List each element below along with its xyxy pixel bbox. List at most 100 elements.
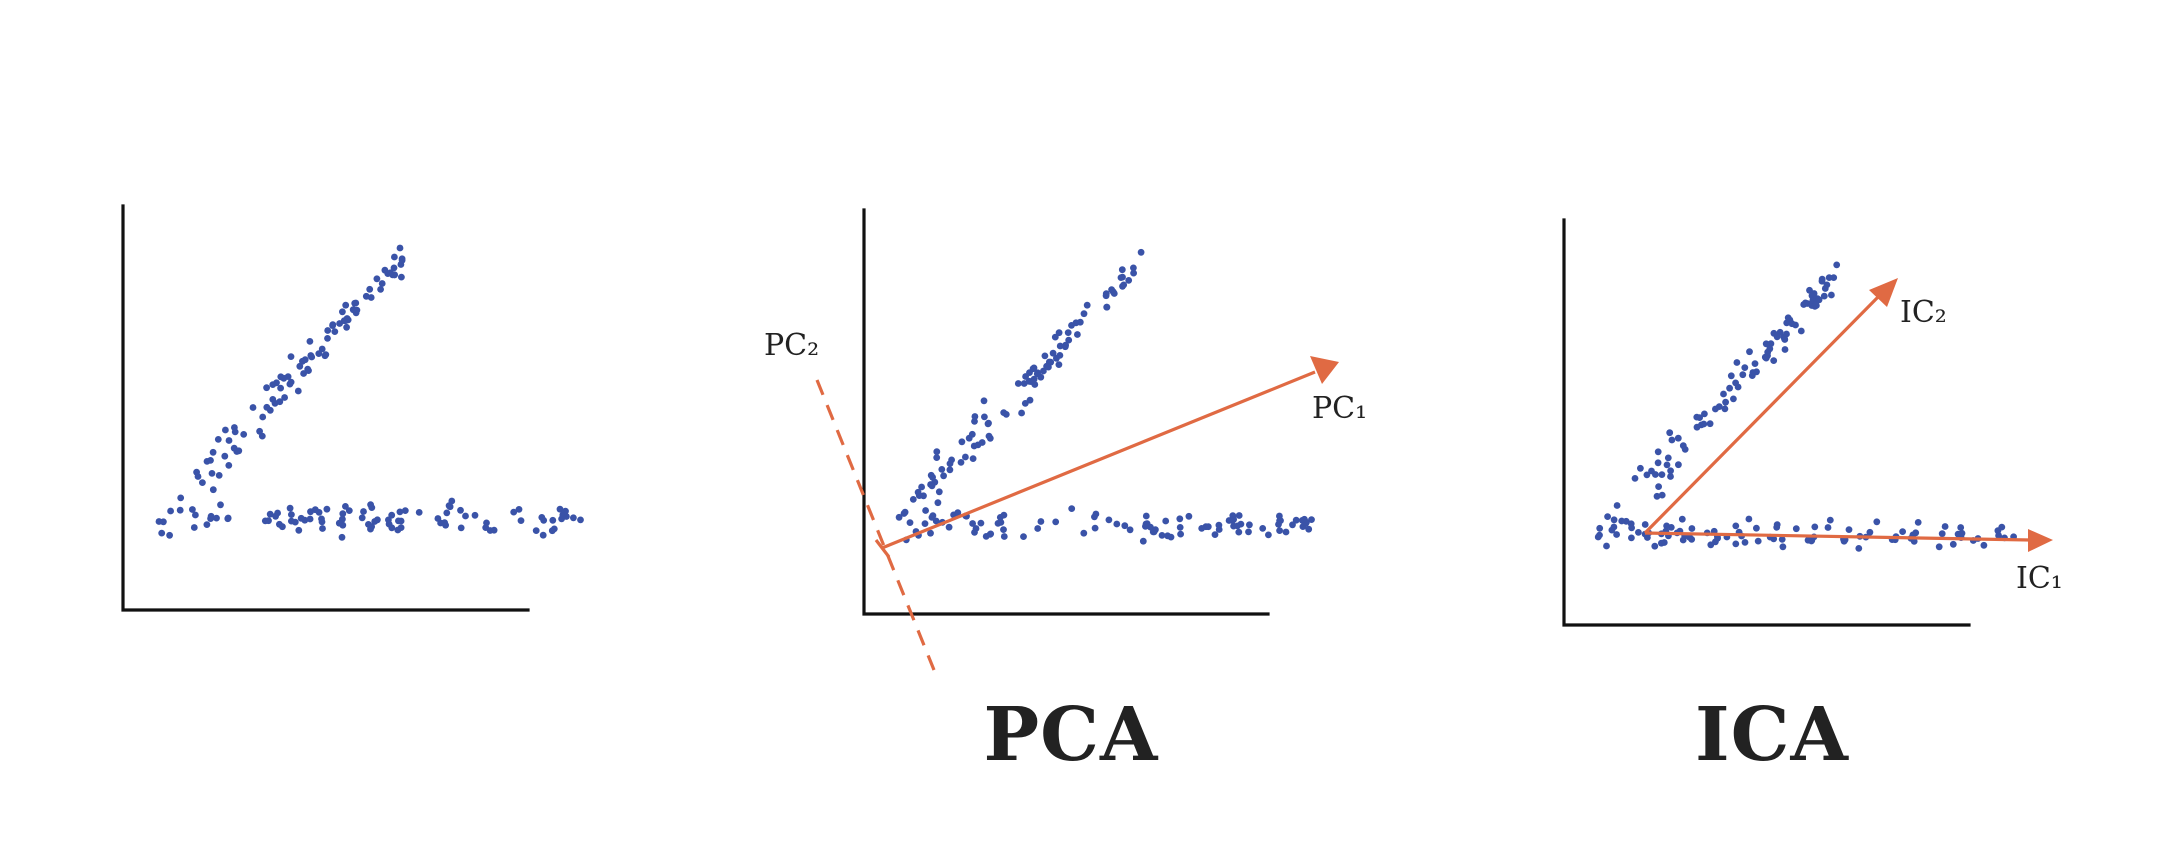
scatter-point-20 bbox=[1767, 340, 1775, 348]
scatter-point-130 bbox=[217, 501, 224, 509]
pc2-dashed-axis bbox=[815, 379, 936, 671]
scatter-point-184 bbox=[1185, 512, 1193, 520]
scatter-point-73 bbox=[1643, 471, 1651, 479]
scatter-point-45 bbox=[1681, 446, 1689, 453]
scatter-point-126 bbox=[155, 518, 163, 525]
scatter-point-115 bbox=[1688, 536, 1696, 543]
ica-scatter-points bbox=[1594, 261, 2017, 552]
pc1-label: PC₁ bbox=[1312, 391, 1367, 426]
scatter-point-69 bbox=[366, 285, 374, 293]
scatter-point-121 bbox=[1741, 539, 1749, 546]
scatter-point-15 bbox=[1667, 467, 1674, 475]
scatter-point-39 bbox=[1675, 461, 1682, 469]
scatter-point-141 bbox=[977, 519, 985, 527]
scatter-point-25 bbox=[909, 496, 917, 503]
raw-axes bbox=[121, 204, 530, 612]
scatter-point-185 bbox=[548, 527, 556, 535]
scatter-point-17 bbox=[249, 404, 257, 411]
scatter-point-84 bbox=[1701, 410, 1708, 418]
scatter-point-180 bbox=[1235, 528, 1243, 536]
scatter-point-15 bbox=[1055, 329, 1063, 337]
scatter-point-120 bbox=[1663, 522, 1670, 530]
scatter-point-150 bbox=[1824, 524, 1832, 531]
scatter-point-72 bbox=[1818, 275, 1826, 283]
scatter-point-84 bbox=[1125, 277, 1133, 284]
scatter-point-12 bbox=[259, 413, 267, 421]
scatter-point-114 bbox=[1080, 529, 1088, 537]
ica-panel: IC₂ IC₁ ICA bbox=[1562, 218, 2063, 778]
scatter-point-26 bbox=[1746, 348, 1753, 356]
scatter-point-58 bbox=[933, 448, 941, 456]
scatter-point-60 bbox=[263, 403, 271, 411]
scatter-point-68 bbox=[1018, 409, 1025, 417]
scatter-point-33 bbox=[946, 460, 954, 467]
scatter-point-87 bbox=[1000, 409, 1008, 416]
scatter-point-181 bbox=[1957, 524, 1965, 531]
scatter-point-44 bbox=[373, 275, 381, 283]
pc1-vector bbox=[881, 370, 1316, 550]
scatter-point-112 bbox=[203, 521, 211, 528]
scatter-point-189 bbox=[1198, 525, 1206, 532]
scatter-point-1 bbox=[339, 308, 346, 316]
scatter-point-82 bbox=[378, 280, 386, 287]
scatter-point-82 bbox=[1783, 330, 1790, 338]
scatter-point-69 bbox=[1072, 319, 1080, 327]
scatter-point-92 bbox=[221, 452, 229, 460]
raw-scatter-points bbox=[155, 244, 584, 541]
scatter-point-87 bbox=[208, 470, 216, 477]
scatter-point-150 bbox=[570, 514, 577, 522]
scatter-point-143 bbox=[1732, 540, 1740, 548]
scatter-point-171 bbox=[1149, 528, 1157, 536]
ica-axes bbox=[1562, 218, 1971, 627]
scatter-point-55 bbox=[1788, 320, 1796, 328]
scatter-point-157 bbox=[1245, 528, 1252, 536]
scatter-point-176 bbox=[921, 520, 929, 527]
scatter-point-51 bbox=[189, 506, 196, 513]
scatter-point-37 bbox=[1061, 343, 1069, 351]
scatter-point-149 bbox=[929, 512, 937, 520]
scatter-point-2 bbox=[1726, 384, 1733, 392]
scatter-point-174 bbox=[1000, 511, 1008, 519]
scatter-point-34 bbox=[269, 396, 277, 403]
scatter-point-175 bbox=[1126, 526, 1134, 534]
scatter-point-107 bbox=[1052, 518, 1060, 526]
scatter-point-44 bbox=[1762, 340, 1770, 348]
ic1-label: IC₁ bbox=[2016, 561, 2063, 596]
scatter-point-9 bbox=[1658, 471, 1666, 478]
scatter-point-79 bbox=[398, 273, 405, 281]
scatter-point-166 bbox=[365, 521, 372, 528]
scatter-point-116 bbox=[927, 529, 934, 537]
scatter-point-37 bbox=[286, 380, 294, 388]
scatter-point-96 bbox=[532, 527, 540, 534]
scatter-point-46 bbox=[329, 322, 336, 329]
scatter-point-88 bbox=[1083, 301, 1091, 309]
scatter-point-174 bbox=[276, 520, 283, 528]
scatter-point-116 bbox=[1778, 536, 1786, 543]
scatter-point-146 bbox=[971, 529, 978, 536]
scatter-point-101 bbox=[1305, 525, 1313, 533]
scatter-point-163 bbox=[166, 531, 174, 539]
scatter-point-27 bbox=[1663, 461, 1671, 469]
scatter-point-171 bbox=[1596, 531, 1603, 539]
scatter-point-101 bbox=[1745, 515, 1753, 523]
scatter-point-35 bbox=[1130, 269, 1137, 277]
scatter-point-158 bbox=[345, 507, 353, 514]
scatter-point-187 bbox=[1804, 536, 1812, 544]
scatter-point-186 bbox=[1276, 517, 1283, 525]
scatter-point-41 bbox=[1056, 342, 1064, 350]
scatter-point-176 bbox=[224, 515, 232, 523]
scatter-point-123 bbox=[367, 501, 374, 509]
scatter-point-74 bbox=[1034, 369, 1042, 377]
scatter-point-167 bbox=[1230, 516, 1237, 523]
scatter-point-33 bbox=[1712, 405, 1719, 413]
ic2-arrowhead-icon bbox=[1869, 278, 1898, 307]
scatter-point-179 bbox=[335, 519, 343, 527]
scatter-point-83 bbox=[235, 447, 243, 455]
scatter-point-170 bbox=[969, 520, 976, 527]
scatter-point-72 bbox=[915, 492, 923, 499]
scatter-point-27 bbox=[203, 458, 211, 465]
scatter-point-172 bbox=[1658, 539, 1665, 547]
scatter-point-93 bbox=[269, 381, 277, 388]
scatter-point-144 bbox=[1176, 524, 1184, 531]
scatter-point-174 bbox=[1679, 536, 1687, 544]
